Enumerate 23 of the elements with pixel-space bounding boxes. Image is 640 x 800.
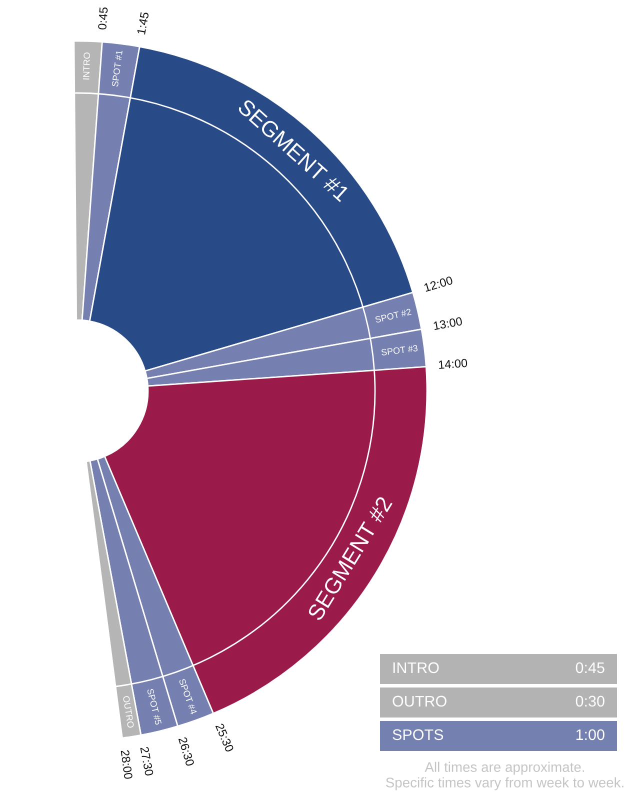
text: 13:00 bbox=[433, 316, 462, 330]
text: All times are approximate. Specific times vary from week to week. bbox=[386, 762, 624, 790]
slice-label: SPOT #2 bbox=[374, 308, 412, 323]
text: 1:00 bbox=[576, 729, 604, 740]
slice-label: SPOT #4 bbox=[178, 678, 198, 715]
text: 1:45 bbox=[136, 12, 149, 35]
text: 0:45 bbox=[576, 662, 604, 674]
text: 28:00 bbox=[120, 750, 133, 780]
text: 0:45 bbox=[98, 7, 108, 30]
slice-label: SPOT #1 bbox=[112, 50, 123, 87]
text: 26:30 bbox=[178, 736, 195, 766]
slice-label: SPOT #3 bbox=[381, 344, 418, 356]
text: 25:30 bbox=[215, 722, 234, 752]
slice-label: SPOT #5 bbox=[146, 688, 162, 726]
category-label: INTRO bbox=[393, 662, 439, 674]
slice-label: OUTRO bbox=[122, 696, 134, 728]
text: 0:30 bbox=[576, 696, 604, 707]
text: 12:00 bbox=[424, 276, 454, 292]
category-label: OUTRO bbox=[392, 696, 446, 707]
slice-label: INTRO bbox=[82, 52, 90, 80]
text: 27:30 bbox=[140, 746, 154, 776]
category-label: SPOTS bbox=[392, 729, 444, 740]
text: 14:00 bbox=[438, 358, 468, 369]
